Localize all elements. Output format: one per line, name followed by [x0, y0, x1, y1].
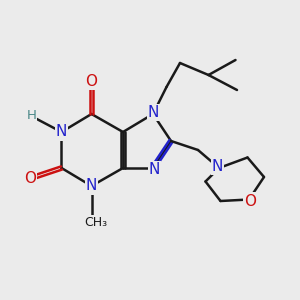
- Text: H: H: [27, 109, 36, 122]
- Text: N: N: [212, 159, 223, 174]
- Text: N: N: [56, 124, 67, 140]
- Text: N: N: [86, 178, 97, 194]
- Text: N: N: [148, 105, 159, 120]
- Text: CH₃: CH₃: [84, 215, 108, 229]
- Text: O: O: [85, 74, 98, 88]
- Text: O: O: [244, 194, 256, 208]
- Text: N: N: [149, 162, 160, 177]
- Text: O: O: [24, 171, 36, 186]
